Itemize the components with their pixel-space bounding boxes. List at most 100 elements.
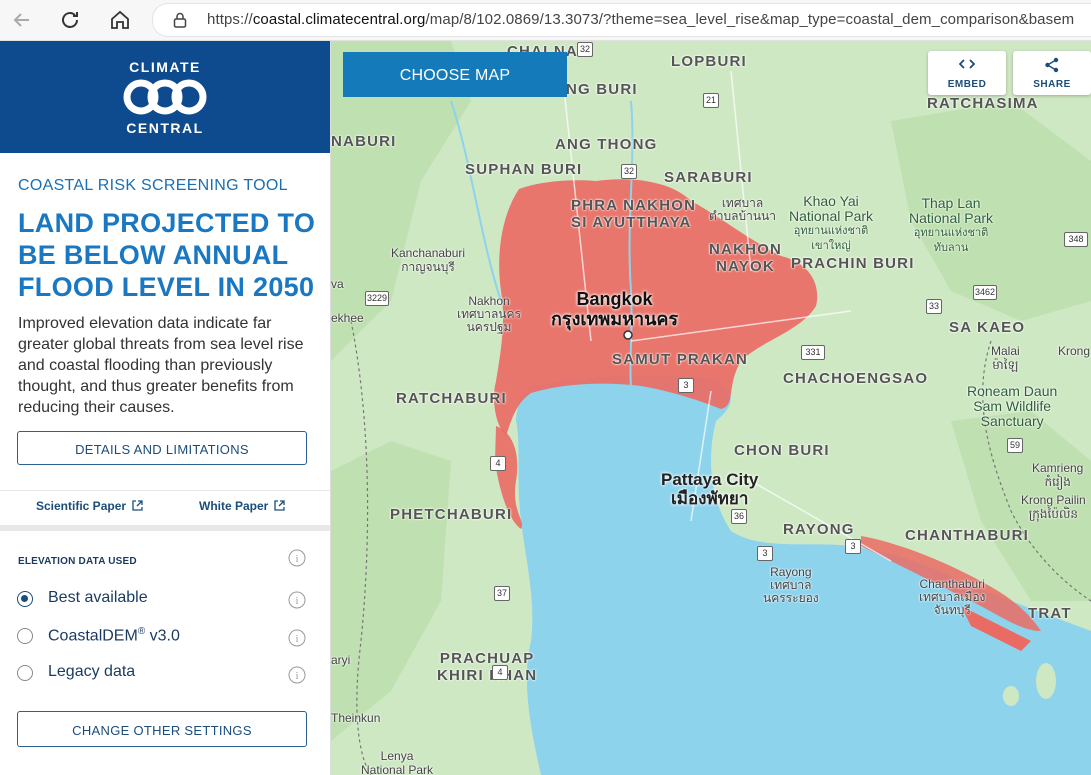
home-icon[interactable]: [108, 8, 132, 32]
map-label: PRACHIN BURI: [791, 255, 915, 272]
tool-label: COASTAL RISK SCREENING TOOL: [18, 177, 288, 194]
route-shield: 37: [494, 586, 510, 601]
white-paper-link[interactable]: White Paper: [199, 499, 286, 513]
map-label: NG BURI: [566, 81, 638, 98]
info-icon[interactable]: i: [288, 549, 306, 567]
map-label: Pattaya City เมืองพัทยา: [661, 470, 759, 508]
share-icon: [1045, 57, 1059, 73]
route-shield: 33: [926, 299, 942, 314]
info-icon[interactable]: i: [288, 591, 306, 609]
external-link-icon: [132, 500, 143, 511]
sidebar-panel: CLIMATE CENTRAL COASTAL RISK SCREENING T…: [0, 41, 331, 775]
map-label: Roneam Daun Sam Wildlife Sanctuary: [967, 383, 1058, 429]
details-button[interactable]: DETAILS AND LIMITATIONS: [17, 431, 307, 465]
map-label-bangkok: Bangkok กรุงเทพมหานคร: [551, 289, 679, 329]
radio-label: CoastalDEM® v3.0: [48, 626, 180, 645]
map-label: CHACHOENGSAO: [783, 370, 929, 387]
code-icon: [959, 59, 975, 69]
back-arrow-icon[interactable]: [10, 8, 34, 32]
map-label: NAKHON NAYOK: [709, 241, 783, 275]
map-label: Rayong เทศบาล นครระยอง: [763, 565, 819, 605]
map-label: RATCHASIMA: [927, 95, 1039, 112]
map-label: TRAT: [1028, 605, 1072, 622]
embed-label: EMBED: [947, 79, 987, 90]
map-label: Krong Pailin ក្រុងប៉ៃលិន: [1021, 493, 1086, 521]
route-shield: 3462: [973, 285, 997, 300]
map-label: SARABURI: [664, 169, 753, 186]
svg-text:i: i: [296, 634, 299, 645]
map-label: ANG THONG: [555, 136, 658, 153]
map-label: เทศบาล ตำบลบ้านนา: [709, 196, 777, 223]
map-label: ekhee: [331, 311, 364, 325]
map-label: PHRA NAKHON SI AYUTTHAYA: [571, 197, 697, 231]
map-label: Kanchanaburi กาญจนบุรี: [391, 246, 466, 274]
route-shield: 4: [492, 665, 508, 680]
route-shield: 3: [757, 546, 773, 561]
route-shield: 36: [731, 509, 747, 524]
scientific-paper-link[interactable]: Scientific Paper: [36, 499, 143, 513]
route-shield: 3: [845, 539, 861, 554]
map-label: Theinkun: [331, 711, 381, 725]
route-shield: 4: [490, 456, 506, 471]
logo-circles-icon: [123, 79, 207, 115]
map-label: Nakhon เทศบาลนคร นครปฐม: [457, 294, 522, 334]
page-title: LAND PROJECTED TO BE BELOW ANNUAL FLOOD …: [18, 208, 316, 302]
route-shield: 59: [1007, 438, 1023, 453]
map-label: PHETCHABURI: [390, 506, 513, 523]
route-shield: 3229: [365, 291, 389, 306]
map-label: RAYONG: [783, 521, 855, 538]
radio-label: Best available: [48, 589, 148, 606]
route-shield: 32: [621, 164, 637, 179]
change-settings-button[interactable]: CHANGE OTHER SETTINGS: [17, 711, 307, 747]
info-icon[interactable]: i: [288, 629, 306, 647]
paper-links: Scientific Paper White Paper: [0, 490, 330, 531]
embed-button[interactable]: EMBED: [928, 51, 1006, 95]
map-label: LOPBURI: [671, 53, 747, 70]
map-canvas[interactable]: [331, 41, 1091, 775]
map-label: Kamrieng កំរៀង: [1032, 461, 1084, 489]
address-bar[interactable]: https://coastal.climatecentral.org/map/8…: [152, 3, 1091, 37]
radio-button[interactable]: [17, 665, 33, 681]
map-label: Chanthaburi เทศบาลเมือง จันทบุรี: [919, 577, 986, 617]
map-label: CHON BURI: [734, 442, 830, 459]
climate-central-logo[interactable]: CLIMATE CENTRAL: [0, 41, 330, 153]
route-shield: 3: [678, 378, 694, 393]
map-label: RATCHABURI: [396, 390, 507, 407]
brand-line-1: CLIMATE: [129, 59, 201, 75]
map-label: CHANTHABURI: [905, 527, 1030, 544]
svg-text:i: i: [296, 554, 299, 565]
map-label: PRACHUAP KHIRI KHAN: [437, 650, 538, 684]
map-label: Thap Lan National Park อุทยานแห่งชาติ ทับลา…: [909, 195, 994, 255]
external-link-icon: [274, 500, 286, 511]
share-label: SHARE: [1033, 79, 1071, 90]
brand-line-2: CENTRAL: [126, 120, 204, 136]
map-label: Khao Yai National Park อุทยานแห่งชาติ เขาให…: [789, 193, 874, 253]
map-label: SA KAEO: [949, 319, 1026, 336]
map-label: Malai ម៉ាឡៃ: [991, 344, 1020, 372]
svg-text:i: i: [296, 596, 299, 607]
map-label: aryi: [331, 653, 351, 667]
url-text: https://coastal.climatecentral.org/map/8…: [207, 11, 1075, 28]
map-label: NABURI: [331, 133, 397, 150]
radio-button-selected[interactable]: [17, 591, 33, 607]
map-label: Krong: [1058, 344, 1091, 358]
reload-icon[interactable]: [58, 8, 82, 32]
svg-text:i: i: [296, 671, 299, 682]
route-shield: 331: [801, 345, 825, 360]
route-shield: 21: [703, 93, 719, 108]
route-shield: 348: [1064, 232, 1088, 247]
elevation-data-label: ELEVATION DATA USED: [18, 556, 137, 567]
choose-map-button[interactable]: CHOOSE MAP: [343, 52, 567, 97]
radio-label: Legacy data: [48, 663, 136, 680]
map-label: Lenya National Park: [361, 749, 434, 775]
map-label: SAMUT PRAKAN: [612, 351, 749, 368]
lock-icon: [173, 12, 187, 28]
share-button[interactable]: SHARE: [1013, 51, 1091, 95]
browser-toolbar: https://coastal.climatecentral.org/map/8…: [0, 0, 1091, 41]
description-text: Improved elevation data indicate far gre…: [18, 315, 304, 416]
radio-button[interactable]: [17, 628, 33, 644]
map-label: va: [331, 277, 344, 291]
info-icon[interactable]: i: [288, 666, 306, 684]
route-shield: 32: [577, 42, 593, 57]
map-view[interactable]: CHAI NAT LOPBURI NG BURI RATCHASIMA NABU…: [331, 41, 1091, 775]
